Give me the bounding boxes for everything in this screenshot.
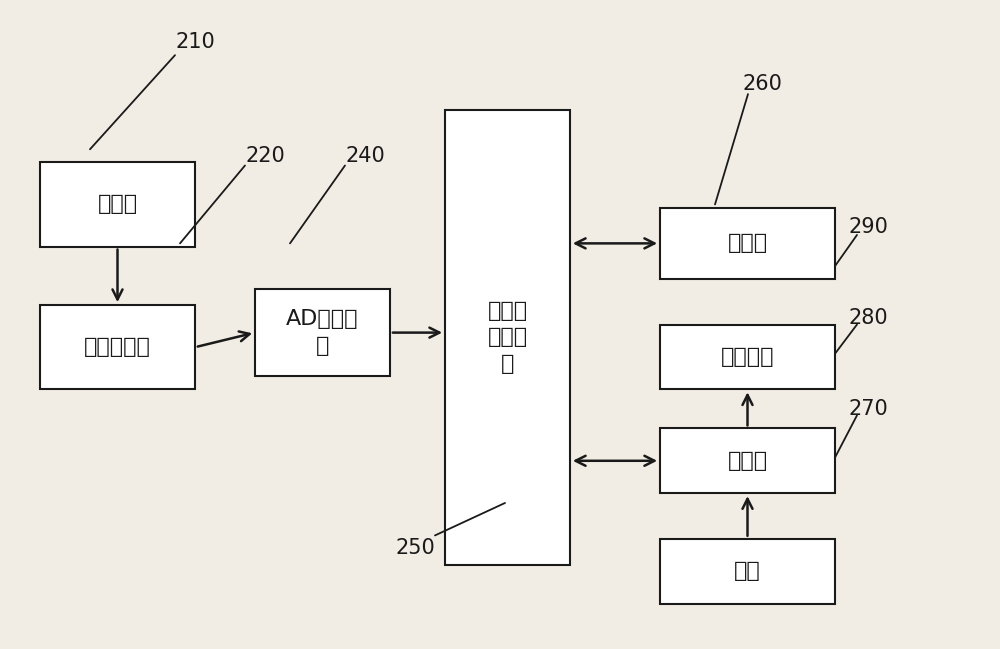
Bar (255, 289, 390, 376)
Bar (445, 110, 570, 565)
Text: 280: 280 (848, 308, 888, 328)
Text: 270: 270 (848, 399, 888, 419)
Bar (40, 305, 195, 389)
Text: 260: 260 (742, 75, 782, 94)
Text: 220: 220 (245, 146, 285, 165)
Text: 单片机: 单片机 (727, 451, 768, 471)
Text: 250: 250 (395, 539, 435, 558)
Text: 传声器: 传声器 (97, 195, 138, 214)
Bar (660, 539, 835, 604)
Text: 液晶显示: 液晶显示 (721, 347, 774, 367)
Text: 前置放大器: 前置放大器 (84, 337, 151, 357)
Text: 数字信
号处理
器: 数字信 号处理 器 (487, 301, 528, 374)
Bar (40, 162, 195, 247)
Text: 240: 240 (345, 146, 385, 165)
Text: 存储器: 存储器 (727, 234, 768, 253)
Bar (660, 428, 835, 493)
Text: AD采样模
块: AD采样模 块 (286, 310, 359, 356)
Text: 键盘: 键盘 (734, 561, 761, 581)
Text: 290: 290 (848, 217, 888, 237)
Bar (660, 324, 835, 389)
Text: 210: 210 (175, 32, 215, 52)
Bar (660, 208, 835, 279)
